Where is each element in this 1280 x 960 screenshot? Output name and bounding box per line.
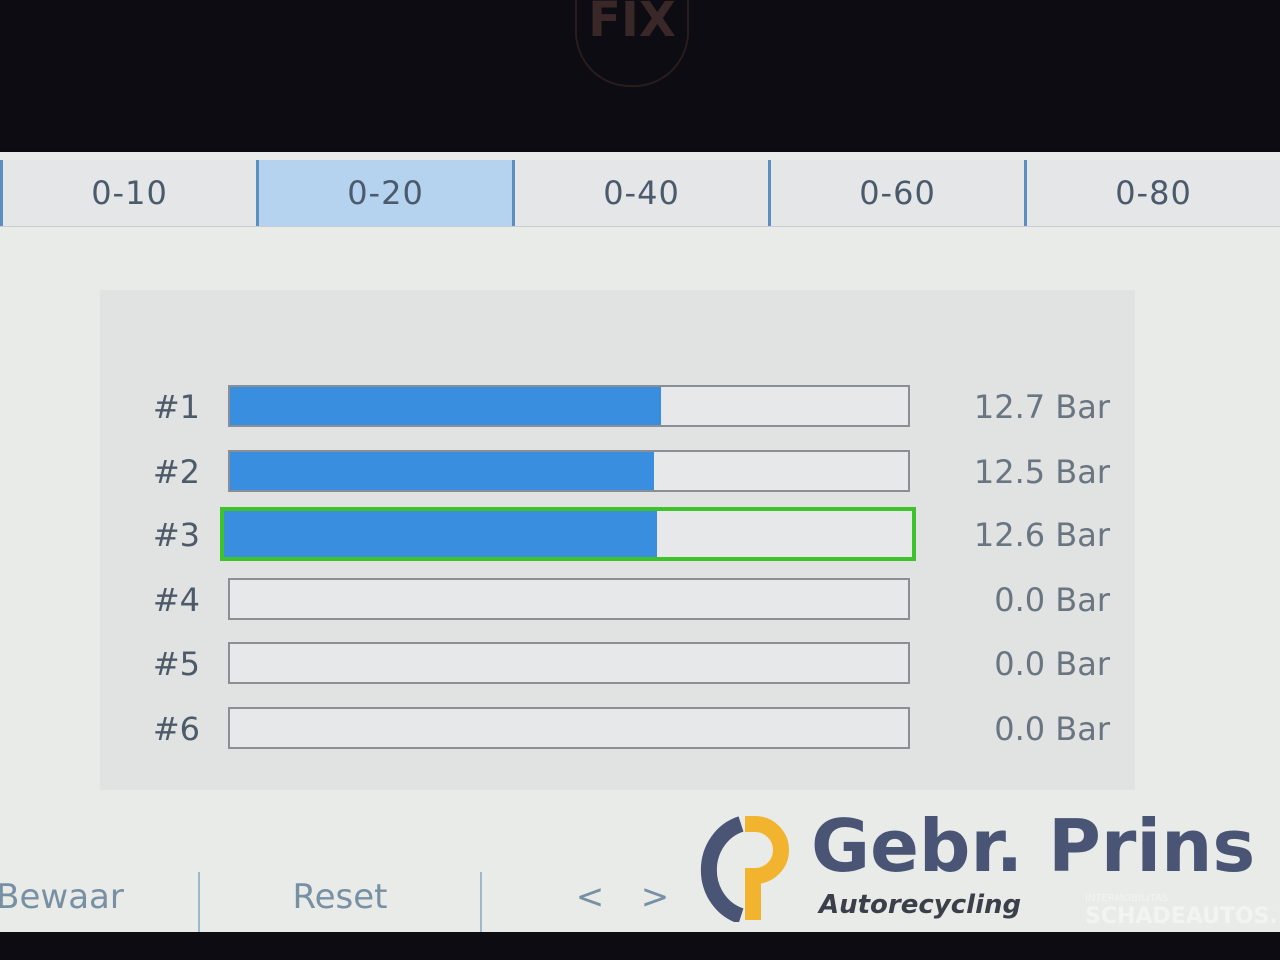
tab-0-20[interactable]: 0-20 [256, 160, 512, 226]
brand-subtitle: Autorecycling [819, 890, 1022, 920]
sensor-label: #2 [152, 453, 200, 491]
pressure-row[interactable]: #1 12.7 Bar [100, 382, 1135, 432]
pressure-bar[interactable] [228, 450, 910, 492]
pressure-bar[interactable] [228, 642, 910, 684]
pressure-fill [224, 511, 658, 557]
pressure-value: 0.0 Bar [994, 645, 1110, 683]
divider [480, 872, 482, 932]
pressure-value: 12.6 Bar [973, 516, 1110, 554]
reset-button[interactable]: Reset [292, 877, 388, 917]
pressure-fill [230, 452, 654, 490]
pressure-panel: #1 12.7 Bar #2 12.5 Bar #3 12.6 Bar #4 0.0 Bar #… [100, 290, 1135, 790]
pressure-row[interactable]: #3 12.6 Bar [100, 507, 1135, 561]
screen: 0-10 0-20 0-40 0-60 0-80 #1 12.7 Bar #2 12.… [0, 152, 1280, 932]
pressure-bar[interactable] [228, 707, 910, 749]
pressure-row[interactable]: #5 0.0 Bar [100, 639, 1135, 689]
pressure-bar[interactable] [228, 578, 910, 620]
tab-0-10[interactable]: 0-10 [0, 160, 256, 226]
pressure-bar[interactable] [220, 507, 916, 561]
device-bezel-top: FIX [0, 0, 1280, 150]
sensor-label: #6 [152, 710, 200, 748]
sensor-label: #4 [152, 581, 200, 619]
brand-mark-icon [700, 816, 789, 922]
device-bezel-bottom [0, 932, 1280, 960]
divider [198, 872, 200, 932]
pressure-value: 0.0 Bar [994, 710, 1110, 748]
pressure-value: 0.0 Bar [994, 581, 1110, 619]
range-tabs: 0-10 0-20 0-40 0-60 0-80 [0, 160, 1280, 227]
pressure-value: 12.5 Bar [973, 453, 1110, 491]
tab-0-40[interactable]: 0-40 [512, 160, 768, 226]
next-button[interactable]: > [640, 877, 670, 917]
footer-bar: Bewaar Reset < > [0, 852, 1280, 932]
pressure-value: 12.7 Bar [973, 388, 1110, 426]
site-watermark-text: SCHADEAUTOS.NL [1085, 904, 1280, 929]
device-logo: FIX [575, 0, 689, 87]
site-watermark: INTERMOBILITAS SCHADEAUTOS.NL [1085, 893, 1280, 929]
pressure-row[interactable]: #6 0.0 Bar [100, 704, 1135, 754]
site-watermark-small: INTERMOBILITAS [1085, 893, 1169, 904]
brand-name: Gebr. Prins [811, 804, 1256, 888]
sensor-label: #3 [152, 516, 200, 554]
pressure-bar[interactable] [228, 385, 910, 427]
pressure-row[interactable]: #4 0.0 Bar [100, 575, 1135, 625]
tab-0-60[interactable]: 0-60 [768, 160, 1024, 226]
pressure-row[interactable]: #2 12.5 Bar [100, 447, 1135, 497]
watermark-logo: Gebr. Prins Autorecycling [693, 804, 1256, 930]
sensor-label: #5 [152, 645, 200, 683]
pressure-fill [230, 387, 661, 425]
tab-0-80[interactable]: 0-80 [1024, 160, 1280, 226]
previous-button[interactable]: < [575, 877, 605, 917]
save-button[interactable]: Bewaar [0, 877, 124, 917]
sensor-label: #1 [152, 388, 200, 426]
